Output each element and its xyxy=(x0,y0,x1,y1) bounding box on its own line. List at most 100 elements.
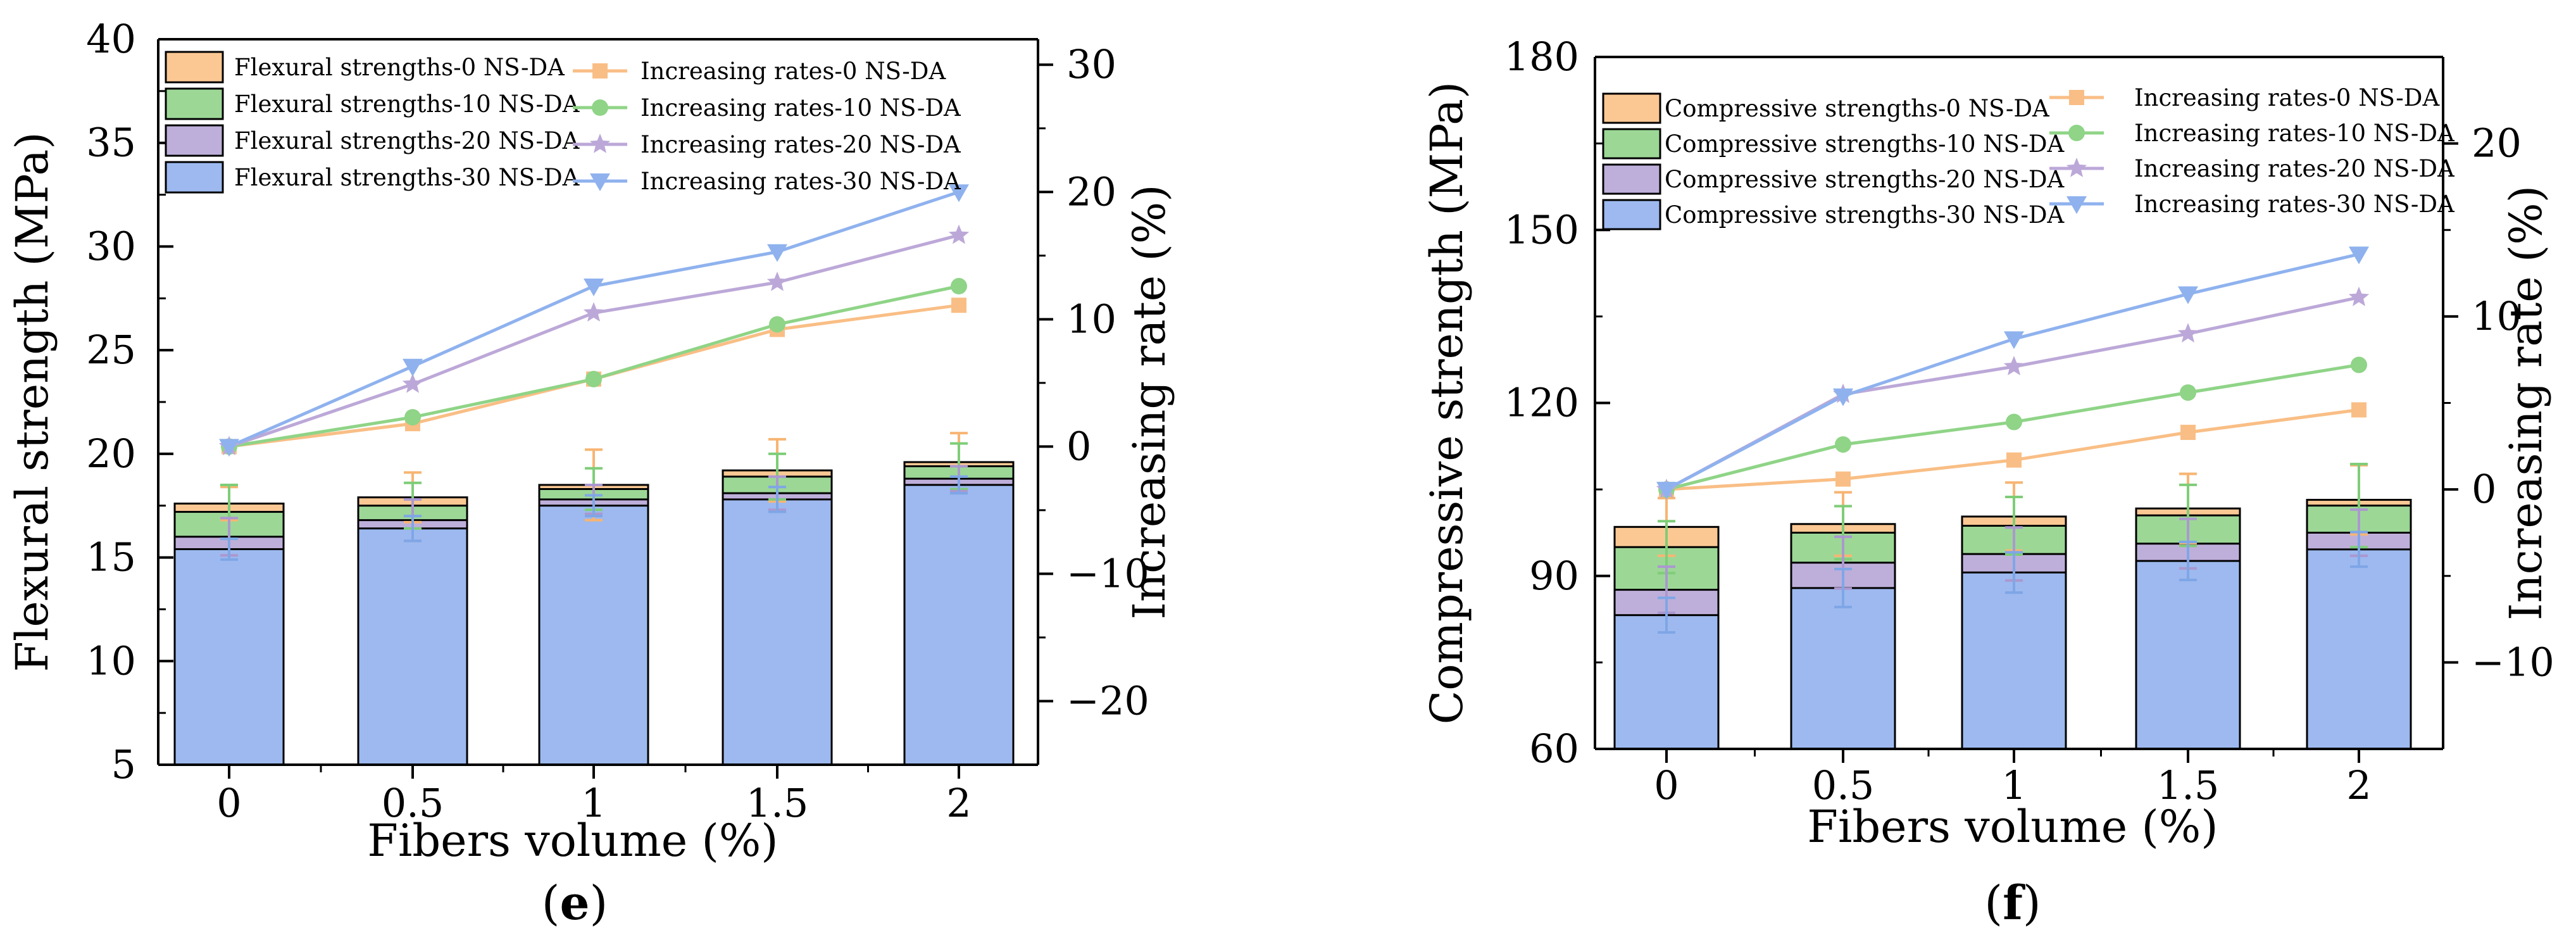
bar-pe-s3-c3 xyxy=(722,498,833,766)
ytick-label-e-2: 15 xyxy=(86,534,136,581)
legend-swatch-bar-f-2 xyxy=(1602,163,1661,195)
marker-pf-s1-c3 xyxy=(2180,384,2196,401)
marker-pf-s1-c1 xyxy=(1835,436,1851,453)
ytick-label-f-3: 150 xyxy=(1504,206,1579,253)
y2tick-label-e-4: 20 xyxy=(1066,168,1116,215)
x-axis-title-f: Fibers volume (%) xyxy=(1807,801,2218,853)
y-axis-title-e: Flexural strength (MPa) xyxy=(6,132,58,672)
legend-swatch-marker-f-1 xyxy=(2068,125,2085,141)
panel-f-compressive-chart: (f) 60 90 120 150 180 −10 0 10 20 0 0.5 1 1.5 2 Fibers… xyxy=(1421,34,2554,931)
legend-swatch-bar-f-0 xyxy=(1602,92,1661,124)
legend-swatch-marker-e-0 xyxy=(592,63,608,78)
ytick-label-f-4: 180 xyxy=(1504,34,1579,80)
bar-pf-s3-c2 xyxy=(1961,571,2067,750)
xtick-label-e-4: 2 xyxy=(946,780,971,826)
xtick-label-e-2: 1 xyxy=(581,780,606,826)
y2tick-label-e-0: −20 xyxy=(1066,677,1149,724)
marker-pf-s0-c4 xyxy=(2351,402,2367,418)
ytick-label-f-1: 90 xyxy=(1529,553,1579,599)
x-axis-title-e: Fibers volume (%) xyxy=(367,815,778,867)
xtick-label-e-3: 1.5 xyxy=(746,780,809,826)
ytick-label-e-0: 5 xyxy=(111,741,136,788)
legend-label-line-f-3: Increasing rates-30 NS-DA xyxy=(2134,191,2455,218)
marker-pf-s3-c2 xyxy=(2004,331,2024,349)
marker-pe-s3-c1 xyxy=(403,358,423,377)
y2tick-label-e-3: 10 xyxy=(1066,296,1116,342)
legend-label-bar-e-3: Flexural strengths-30 NS-DA xyxy=(234,164,580,191)
y2tick-label-e-1: −10 xyxy=(1066,550,1149,596)
xtick-label-f-4: 2 xyxy=(2346,762,2371,808)
panel-label-e: (e) xyxy=(542,876,608,931)
marker-pf-s3-c1 xyxy=(1833,388,1853,406)
marker-pf-s3-c0 xyxy=(1656,482,1677,500)
legend-label-bar-e-0: Flexural strengths-0 NS-DA xyxy=(234,54,565,81)
xtick-label-e-0: 0 xyxy=(216,780,241,826)
marker-pe-s2-c2 xyxy=(583,302,604,322)
bar-pf-s3-c3 xyxy=(2135,560,2241,750)
panel-e-flexural-chart: (e) 5 10 15 20 25 30 35 40 −20 −10 0 10 20 30 0 0.5 1 1.5… xyxy=(6,16,1175,931)
bar-pe-s3-c4 xyxy=(903,484,1015,766)
legend-swatch-bar-e-1 xyxy=(165,87,224,120)
marker-pe-s1-c2 xyxy=(585,370,602,387)
legend-label-line-f-0: Increasing rates-0 NS-DA xyxy=(2134,84,2440,111)
marker-pf-s0-c3 xyxy=(2180,424,2196,440)
xtick-label-f-0: 0 xyxy=(1654,762,1679,808)
xtick-label-f-2: 1 xyxy=(2001,762,2026,808)
legend-label-bar-f-0: Compressive strengths-0 NS-DA xyxy=(1665,95,2050,122)
marker-pf-s3-c3 xyxy=(2178,286,2198,305)
legend-swatch-marker-f-3 xyxy=(2066,196,2087,214)
legend-swatch-bar-f-3 xyxy=(1602,199,1661,230)
marker-pe-s2-c3 xyxy=(766,272,788,291)
marker-pe-s3-c3 xyxy=(767,244,787,262)
bar-pe-s3-c1 xyxy=(357,527,468,766)
xtick-label-f-3: 1.5 xyxy=(2157,762,2220,808)
legend-label-bar-f-3: Compressive strengths-30 NS-DA xyxy=(1665,201,2065,229)
y2tick-label-f-1: 0 xyxy=(2472,466,2496,512)
legend-label-bar-e-2: Flexural strengths-20 NS-DA xyxy=(234,127,580,154)
y2tick-label-f-2: 10 xyxy=(2472,293,2522,339)
y2tick-label-e-5: 30 xyxy=(1066,41,1116,87)
marker-pe-s2-c4 xyxy=(948,224,970,244)
legend-label-line-f-1: Increasing rates-10 NS-DA xyxy=(2134,120,2455,147)
legend-label-line-e-1: Increasing rates-10 NS-DA xyxy=(641,94,961,122)
ytick-label-e-6: 35 xyxy=(86,120,136,166)
legend-swatch-marker-e-3 xyxy=(590,173,610,191)
marker-pe-s1-c1 xyxy=(404,409,421,426)
legend-swatch-marker-f-2 xyxy=(2066,158,2087,177)
marker-pf-s2-c3 xyxy=(2177,323,2199,342)
ytick-label-e-1: 10 xyxy=(86,637,136,684)
y2tick-label-e-2: 0 xyxy=(1066,423,1091,469)
y-axis-title-f: Compressive strength (MPa) xyxy=(1421,82,1473,725)
bar-pf-s3-c1 xyxy=(1790,587,1896,750)
marker-pf-s0-c2 xyxy=(2006,452,2022,468)
bar-pe-s3-c2 xyxy=(538,505,649,766)
legend-label-line-f-2: Increasing rates-20 NS-DA xyxy=(2134,155,2455,182)
xtick-label-f-1: 0.5 xyxy=(1812,762,1875,808)
marker-pf-s3-c4 xyxy=(2349,246,2369,265)
bar-pf-s3-c0 xyxy=(1613,614,1720,750)
marker-pe-s3-c4 xyxy=(949,184,969,203)
marker-pe-s0-c4 xyxy=(951,298,966,313)
legend-swatch-marker-e-1 xyxy=(592,99,608,116)
ytick-label-e-7: 40 xyxy=(86,16,136,62)
marker-pf-s2-c4 xyxy=(2348,286,2370,306)
panel-label-f: (f) xyxy=(1984,876,2041,931)
ytick-label-e-4: 25 xyxy=(86,327,136,373)
marker-pe-s2-c1 xyxy=(402,373,423,393)
ytick-label-e-3: 20 xyxy=(86,430,136,477)
marker-pf-s0-c1 xyxy=(1835,471,1851,487)
line-pe-s2 xyxy=(228,234,960,448)
legend-swatch-marker-f-0 xyxy=(2069,90,2084,105)
marker-pf-s1-c2 xyxy=(2006,413,2022,430)
ytick-label-f-0: 60 xyxy=(1529,725,1579,772)
legend-label-bar-f-1: Compressive strengths-10 NS-DA xyxy=(1665,130,2065,158)
bar-pe-s3-c0 xyxy=(173,548,285,766)
legend-label-line-e-2: Increasing rates-20 NS-DA xyxy=(641,131,961,158)
legend-swatch-bar-e-2 xyxy=(165,124,224,157)
y2tick-label-f-0: −10 xyxy=(2472,639,2554,685)
marker-pe-s1-c4 xyxy=(951,278,967,295)
ytick-label-f-2: 120 xyxy=(1504,380,1579,426)
marker-pe-s1-c3 xyxy=(769,316,785,333)
bar-pf-s3-c4 xyxy=(2306,548,2412,750)
